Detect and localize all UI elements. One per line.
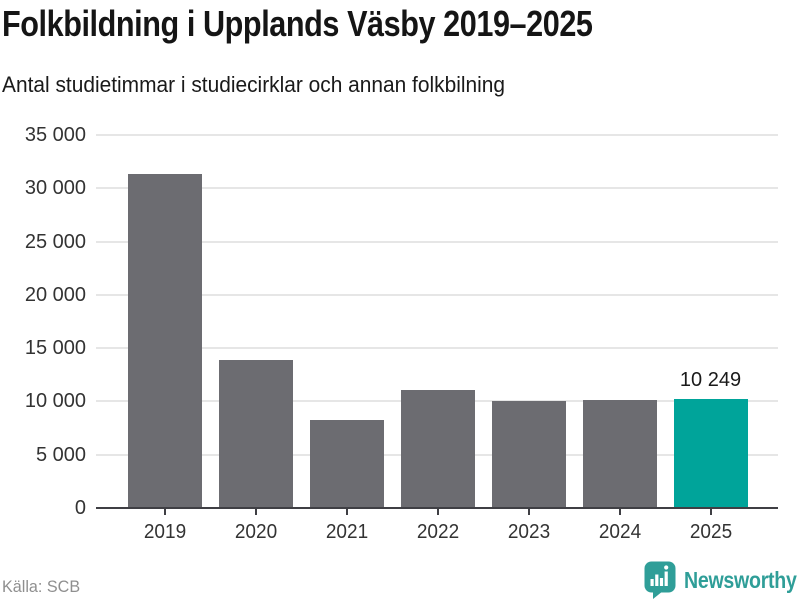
y-axis-tick-label: 20 000 (24, 283, 86, 306)
x-axis-tick (527, 509, 530, 515)
x-axis-tick (163, 509, 166, 515)
x-axis-tick-label: 2025 (689, 521, 732, 543)
gridline (96, 134, 778, 136)
gridline (96, 240, 778, 243)
x-axis-tick-label: 2022 (416, 521, 459, 543)
bar-2019 (127, 174, 202, 508)
x-axis-tick (709, 509, 712, 515)
source-note: Källa: SCB (2, 577, 81, 596)
brand-name: Newsworthy (684, 566, 797, 593)
x-axis-line (96, 507, 778, 509)
y-axis-tick-label: 5 000 (35, 443, 86, 466)
x-axis-tick (254, 509, 257, 515)
bar-2020 (218, 359, 293, 508)
bar-value-label: 10 249 (679, 368, 742, 391)
gridline (96, 187, 778, 190)
y-axis-tick-label: 30 000 (24, 177, 86, 200)
gridline (96, 293, 778, 296)
bar-2024 (582, 399, 657, 508)
y-axis-tick-label: 15 000 (24, 337, 86, 360)
bar-2025 (673, 398, 748, 508)
chart-title: Folkbildning i Upplands Väsby 2019–2025 (2, 3, 593, 44)
x-axis-tick (618, 509, 621, 515)
gridline (96, 347, 778, 350)
y-axis-tick-label: 0 (74, 497, 86, 519)
bar-2021 (309, 419, 384, 508)
x-axis-tick-label: 2020 (234, 521, 277, 543)
newsworthy-icon (644, 561, 676, 599)
chart-subtitle: Antal studietimmar i studiecirklar och a… (2, 72, 506, 97)
y-axis-tick-label: 25 000 (24, 230, 86, 253)
x-axis-tick-label: 2021 (325, 521, 368, 543)
y-axis-tick-label: 35 000 (24, 124, 86, 146)
newsworthy-logo: Newsworthy (644, 561, 800, 599)
x-axis-tick-label: 2023 (507, 521, 550, 543)
x-axis-tick (345, 509, 348, 515)
bar-2022 (400, 389, 475, 508)
bar-2023 (491, 401, 566, 508)
x-axis-tick (436, 509, 439, 515)
x-axis-tick-label: 2024 (598, 521, 641, 543)
x-axis-tick-label: 2019 (143, 521, 186, 543)
y-axis-tick-label: 10 000 (24, 390, 86, 413)
